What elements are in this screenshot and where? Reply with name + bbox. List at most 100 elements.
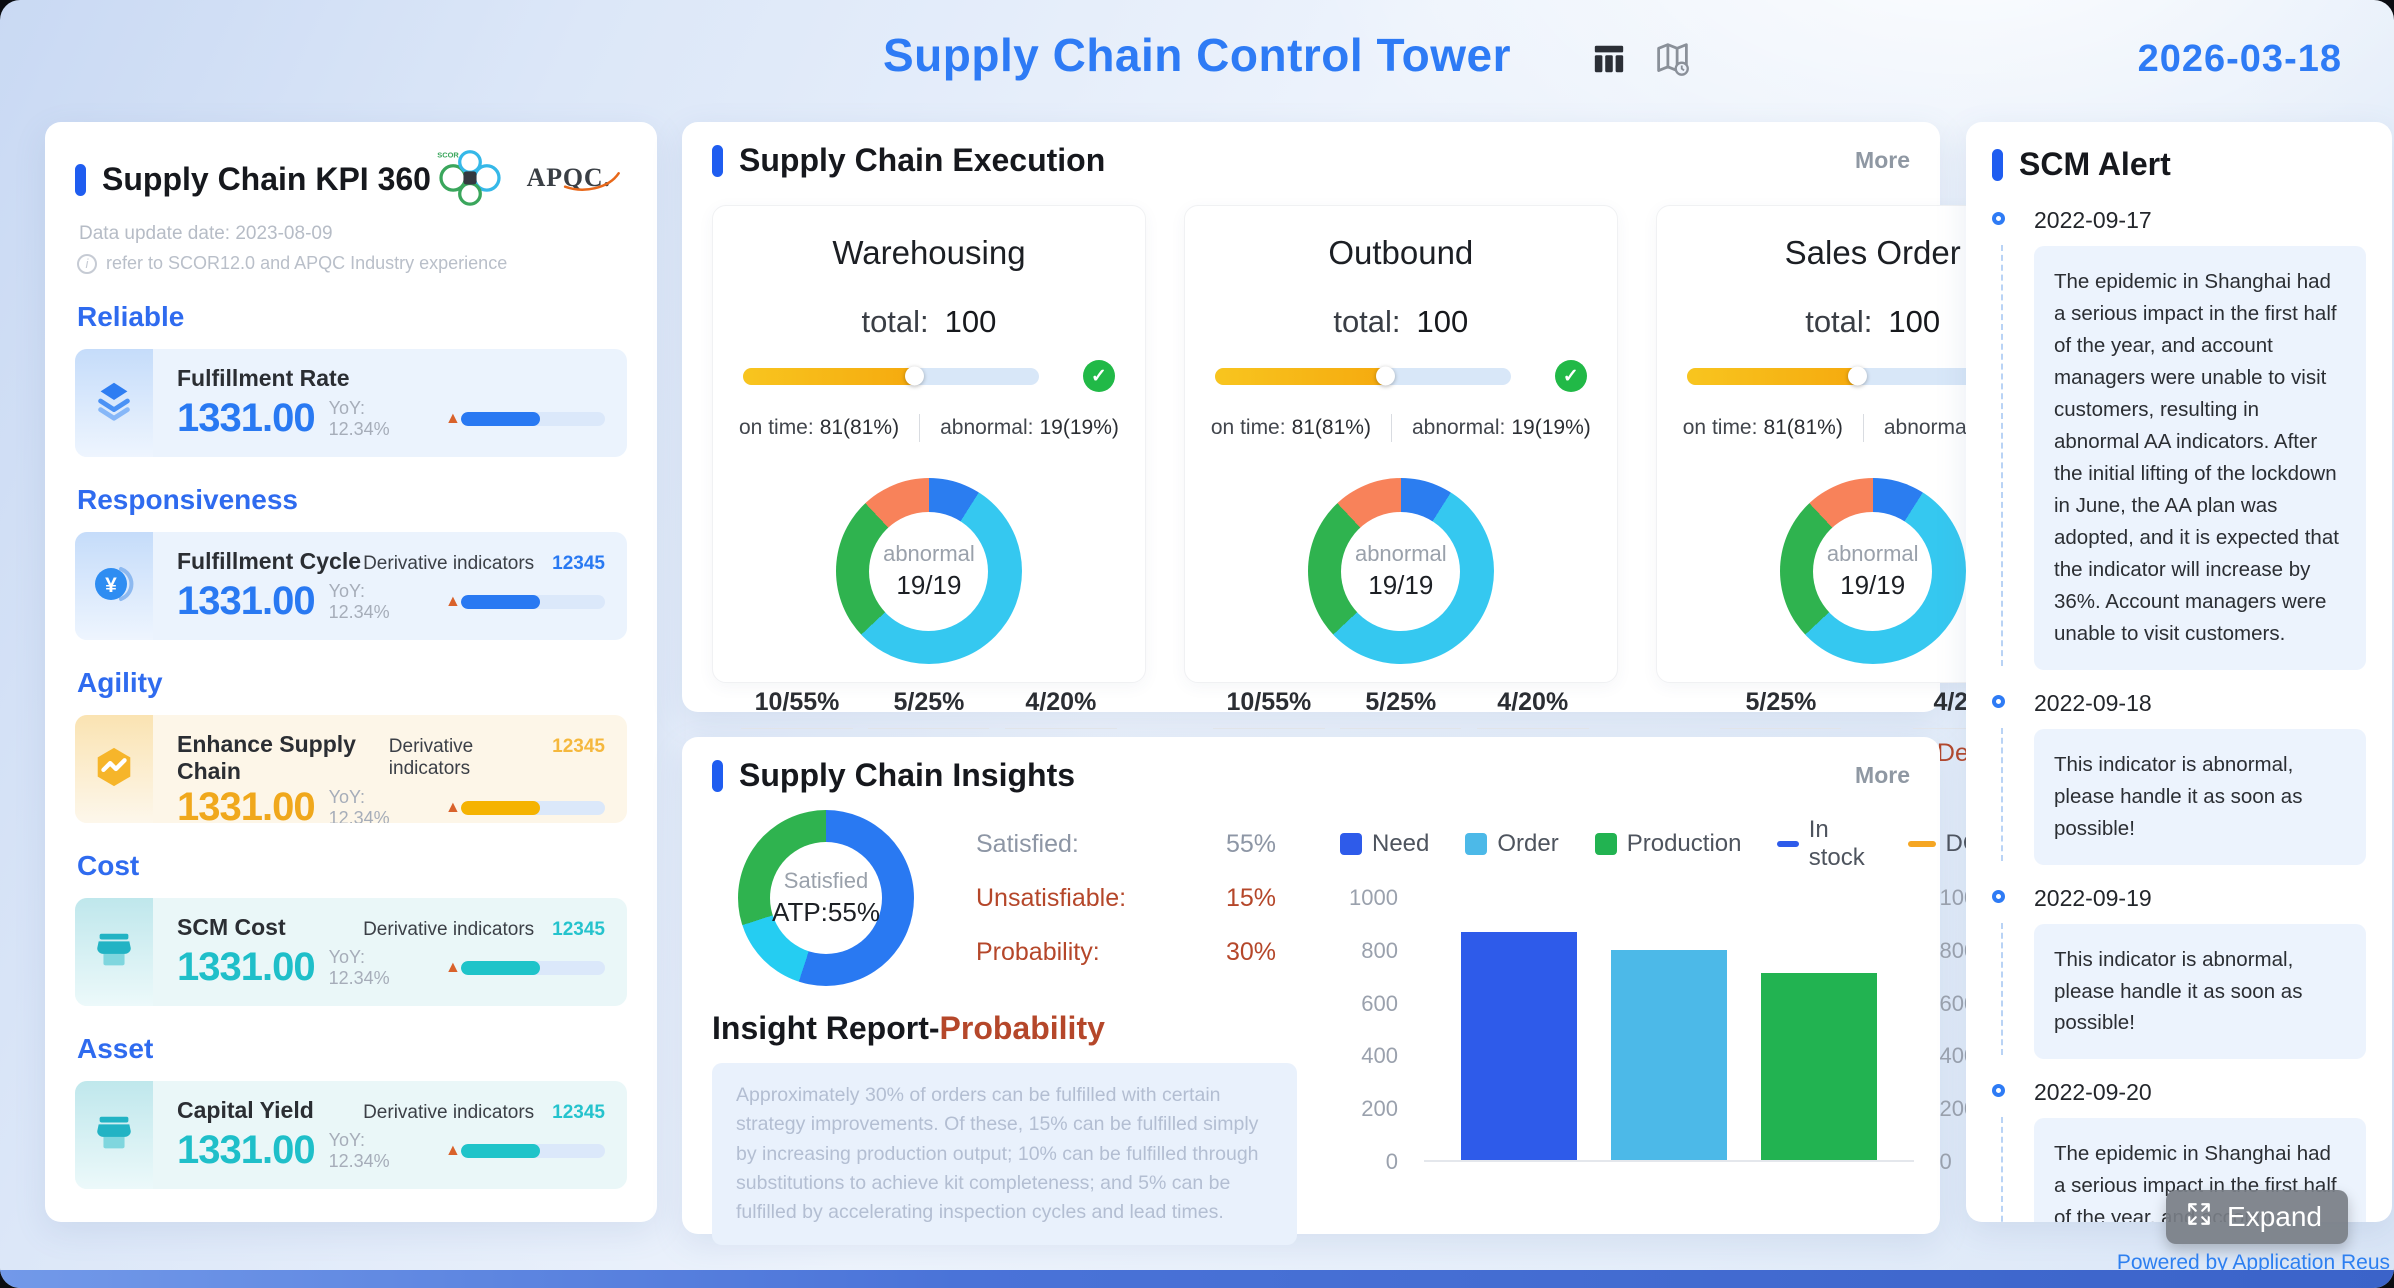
alert-date: 2022-09-20 — [2034, 1079, 2152, 1106]
y-tick-label: 200 — [1361, 1096, 1398, 1122]
kpi-card-fulfillment-cycle[interactable]: ¥ Fulfillment Cycle Derivative indicator… — [75, 532, 627, 640]
total-count: total: 100 — [861, 304, 997, 339]
kpi-section-reliable: Reliable Fulfillment Rate 1331.00 YoY: 1… — [75, 301, 627, 457]
donut-center-value: 19/19 — [1840, 570, 1906, 600]
apqc-logo: APQC. — [525, 159, 627, 201]
ontime-abnormal-row: on time:81(81%) abnormal:19(19%) — [739, 414, 1119, 442]
yen-coin-icon: ¥ — [90, 560, 138, 613]
insights-panel: Supply Chain Insights More Satisfied ATP… — [682, 737, 1998, 1246]
scm-alert-panel: SCM Alert 2022-09-17 The epidemic in Sha… — [1966, 122, 2392, 1222]
kpi-progress-bar — [460, 1143, 605, 1158]
title-accent-bar — [712, 759, 723, 792]
alert-item: 2022-09-18 This indicator is abnormal, p… — [1992, 690, 2366, 865]
expand-button[interactable]: Expand — [2166, 1190, 2348, 1244]
storefront-icon — [91, 1110, 137, 1161]
insight-report-title: Insight Report-Probability — [712, 1010, 1105, 1046]
powered-by-link[interactable]: Powered by Application Reus — [2116, 1251, 2390, 1274]
expand-icon — [2186, 1201, 2212, 1234]
title-accent-bar — [1992, 148, 2003, 181]
kpi-value: 1331.00 — [177, 785, 316, 823]
kpi-section-heading: Asset — [77, 1033, 154, 1064]
kpi-yoy: YoY: 12.34% — [328, 946, 390, 988]
kpi-icon-tile — [75, 1081, 153, 1189]
kpi-progress-bar — [460, 960, 605, 975]
y-tick-label: 600 — [1361, 990, 1398, 1016]
alert-date: 2022-09-18 — [2034, 689, 2152, 716]
stat-probability: Probability: 30% — [976, 937, 1276, 966]
trend-up-icon: ▲ — [445, 958, 461, 976]
legend-item-need[interactable]: Need — [1340, 830, 1429, 858]
bar-need — [1460, 932, 1577, 1160]
kpi-card-scm-cost[interactable]: SCM Cost Derivative indicators 12345 133… — [75, 898, 627, 1006]
alert-text: The epidemic in Shanghai had a serious i… — [2034, 246, 2366, 670]
kpi-panel-header: Supply Chain KPI 360 SCOR APQC. — [75, 148, 627, 211]
total-count: total: 100 — [1333, 304, 1469, 339]
legend-item-in-stock[interactable]: In stock — [1777, 816, 1871, 872]
kpi-value: 1331.00 — [177, 579, 316, 623]
ontime-abnormal-row: on time:81(81%) abnormal:19(19%) — [1211, 414, 1591, 442]
y-tick-label: 1000 — [1349, 885, 1398, 910]
derivative-indicators-value[interactable]: 12345 — [552, 553, 605, 574]
info-icon: i — [77, 253, 97, 274]
supply-demand-chart: 0 200 400 600 800 1000 0 200 400 600 800 1000 — [1349, 885, 1988, 1174]
map-icon[interactable] — [1654, 40, 1691, 77]
insights-more-link[interactable]: More — [1855, 762, 1910, 788]
app-header: Supply Chain Control Tower 2026-03-18 — [0, 0, 2394, 112]
kpi-section-cost: Cost SCM Cost Derivative indicators 1234… — [75, 850, 627, 1006]
total-count: total: 100 — [1805, 304, 1941, 339]
ontime-progress-bar — [743, 367, 1039, 385]
check-circle-icon: ✓ — [1082, 360, 1115, 392]
execution-card-warehousing[interactable]: Warehousing total: 100 ✓ on time: 81(81%) … — [712, 205, 1146, 767]
columns-chart-icon[interactable] — [1592, 42, 1626, 76]
kpi-card-capital-yield[interactable]: Capital Yield Derivative indicators 1234… — [75, 1081, 627, 1189]
title-accent-bar — [75, 163, 86, 196]
trend-up-icon: ▲ — [445, 409, 461, 427]
alert-item: 2022-09-19 This indicator is abnormal, p… — [1992, 885, 2366, 1060]
derivative-indicators-label: Derivative indicators — [363, 1102, 535, 1123]
legend-swatch — [1594, 833, 1617, 855]
derivative-indicators-value[interactable]: 12345 — [552, 736, 605, 757]
derivative-indicators-label: Derivative indicators — [363, 553, 535, 574]
timeline-dot-icon — [1992, 694, 2005, 708]
y-axis-left: 0 200 400 600 800 1000 — [1340, 885, 1412, 1174]
kpi-note-text: refer to SCOR12.0 and APQC Industry expe… — [106, 253, 508, 273]
alert-panel-title: SCM Alert — [2019, 146, 2171, 182]
derivative-indicators-label: Derivative indicators — [388, 736, 474, 779]
execution-card-title: Outbound — [1328, 234, 1474, 271]
stat-unsatisfiable: Unsatisfiable: 15% — [976, 883, 1276, 912]
execution-more-link[interactable]: More — [1855, 147, 1910, 173]
legend-item-production[interactable]: Production — [1594, 830, 1741, 858]
kpi-card-fulfillment-rate[interactable]: Fulfillment Rate 1331.00 YoY: 12.34% ▲ — [75, 349, 627, 457]
kpi-progress-bar — [460, 594, 605, 609]
kpi-card-enhance-supply-chain[interactable]: Enhance Supply Chain Derivative indicato… — [75, 715, 627, 823]
kpi-yoy: YoY: 12.34% — [328, 580, 390, 622]
insight-report-text: Approximately 30% of orders can be fulfi… — [712, 1063, 1297, 1246]
legend-swatch — [1340, 833, 1362, 855]
expand-label: Expand — [2227, 1201, 2322, 1232]
alert-text: This indicator is abnormal, please handl… — [2034, 923, 2366, 1060]
kpi-name: Fulfillment Cycle — [177, 548, 362, 574]
execution-panel: Supply Chain Execution More Warehousing … — [682, 122, 2090, 767]
title-accent-bar — [712, 144, 723, 177]
execution-card-outbound[interactable]: Outbound total: 100 ✓ on time: 81(81%) abn… — [1183, 205, 1618, 767]
execution-title: Supply Chain Execution — [739, 142, 1106, 178]
page-title: Supply Chain Control Tower — [882, 29, 1512, 81]
derivative-indicators-value[interactable]: 12345 — [552, 1102, 605, 1123]
alert-text: This indicator is abnormal, please handl… — [2034, 728, 2366, 865]
abnormal-donut-chart: abnormal 19/19 — [1307, 478, 1494, 664]
hexagon-pulse-icon — [91, 744, 137, 795]
legend-item-order[interactable]: Order — [1465, 830, 1559, 858]
alert-date: 2022-09-17 — [2034, 207, 2152, 233]
derivative-indicators-value[interactable]: 12345 — [552, 919, 605, 940]
y-tick-label: 800 — [1361, 937, 1398, 963]
scor-logo: SCOR — [435, 148, 505, 211]
header-icons — [1592, 40, 1691, 77]
svg-text:¥: ¥ — [105, 574, 117, 597]
kpi-panel-title: Supply Chain KPI 360 — [102, 161, 431, 197]
storefront-icon — [91, 927, 137, 978]
execution-card-title: Sales Order — [1784, 234, 1961, 271]
kpi-icon-tile — [75, 715, 153, 823]
kpi-icon-tile — [75, 349, 153, 457]
timeline-dot-icon — [1992, 889, 2005, 903]
